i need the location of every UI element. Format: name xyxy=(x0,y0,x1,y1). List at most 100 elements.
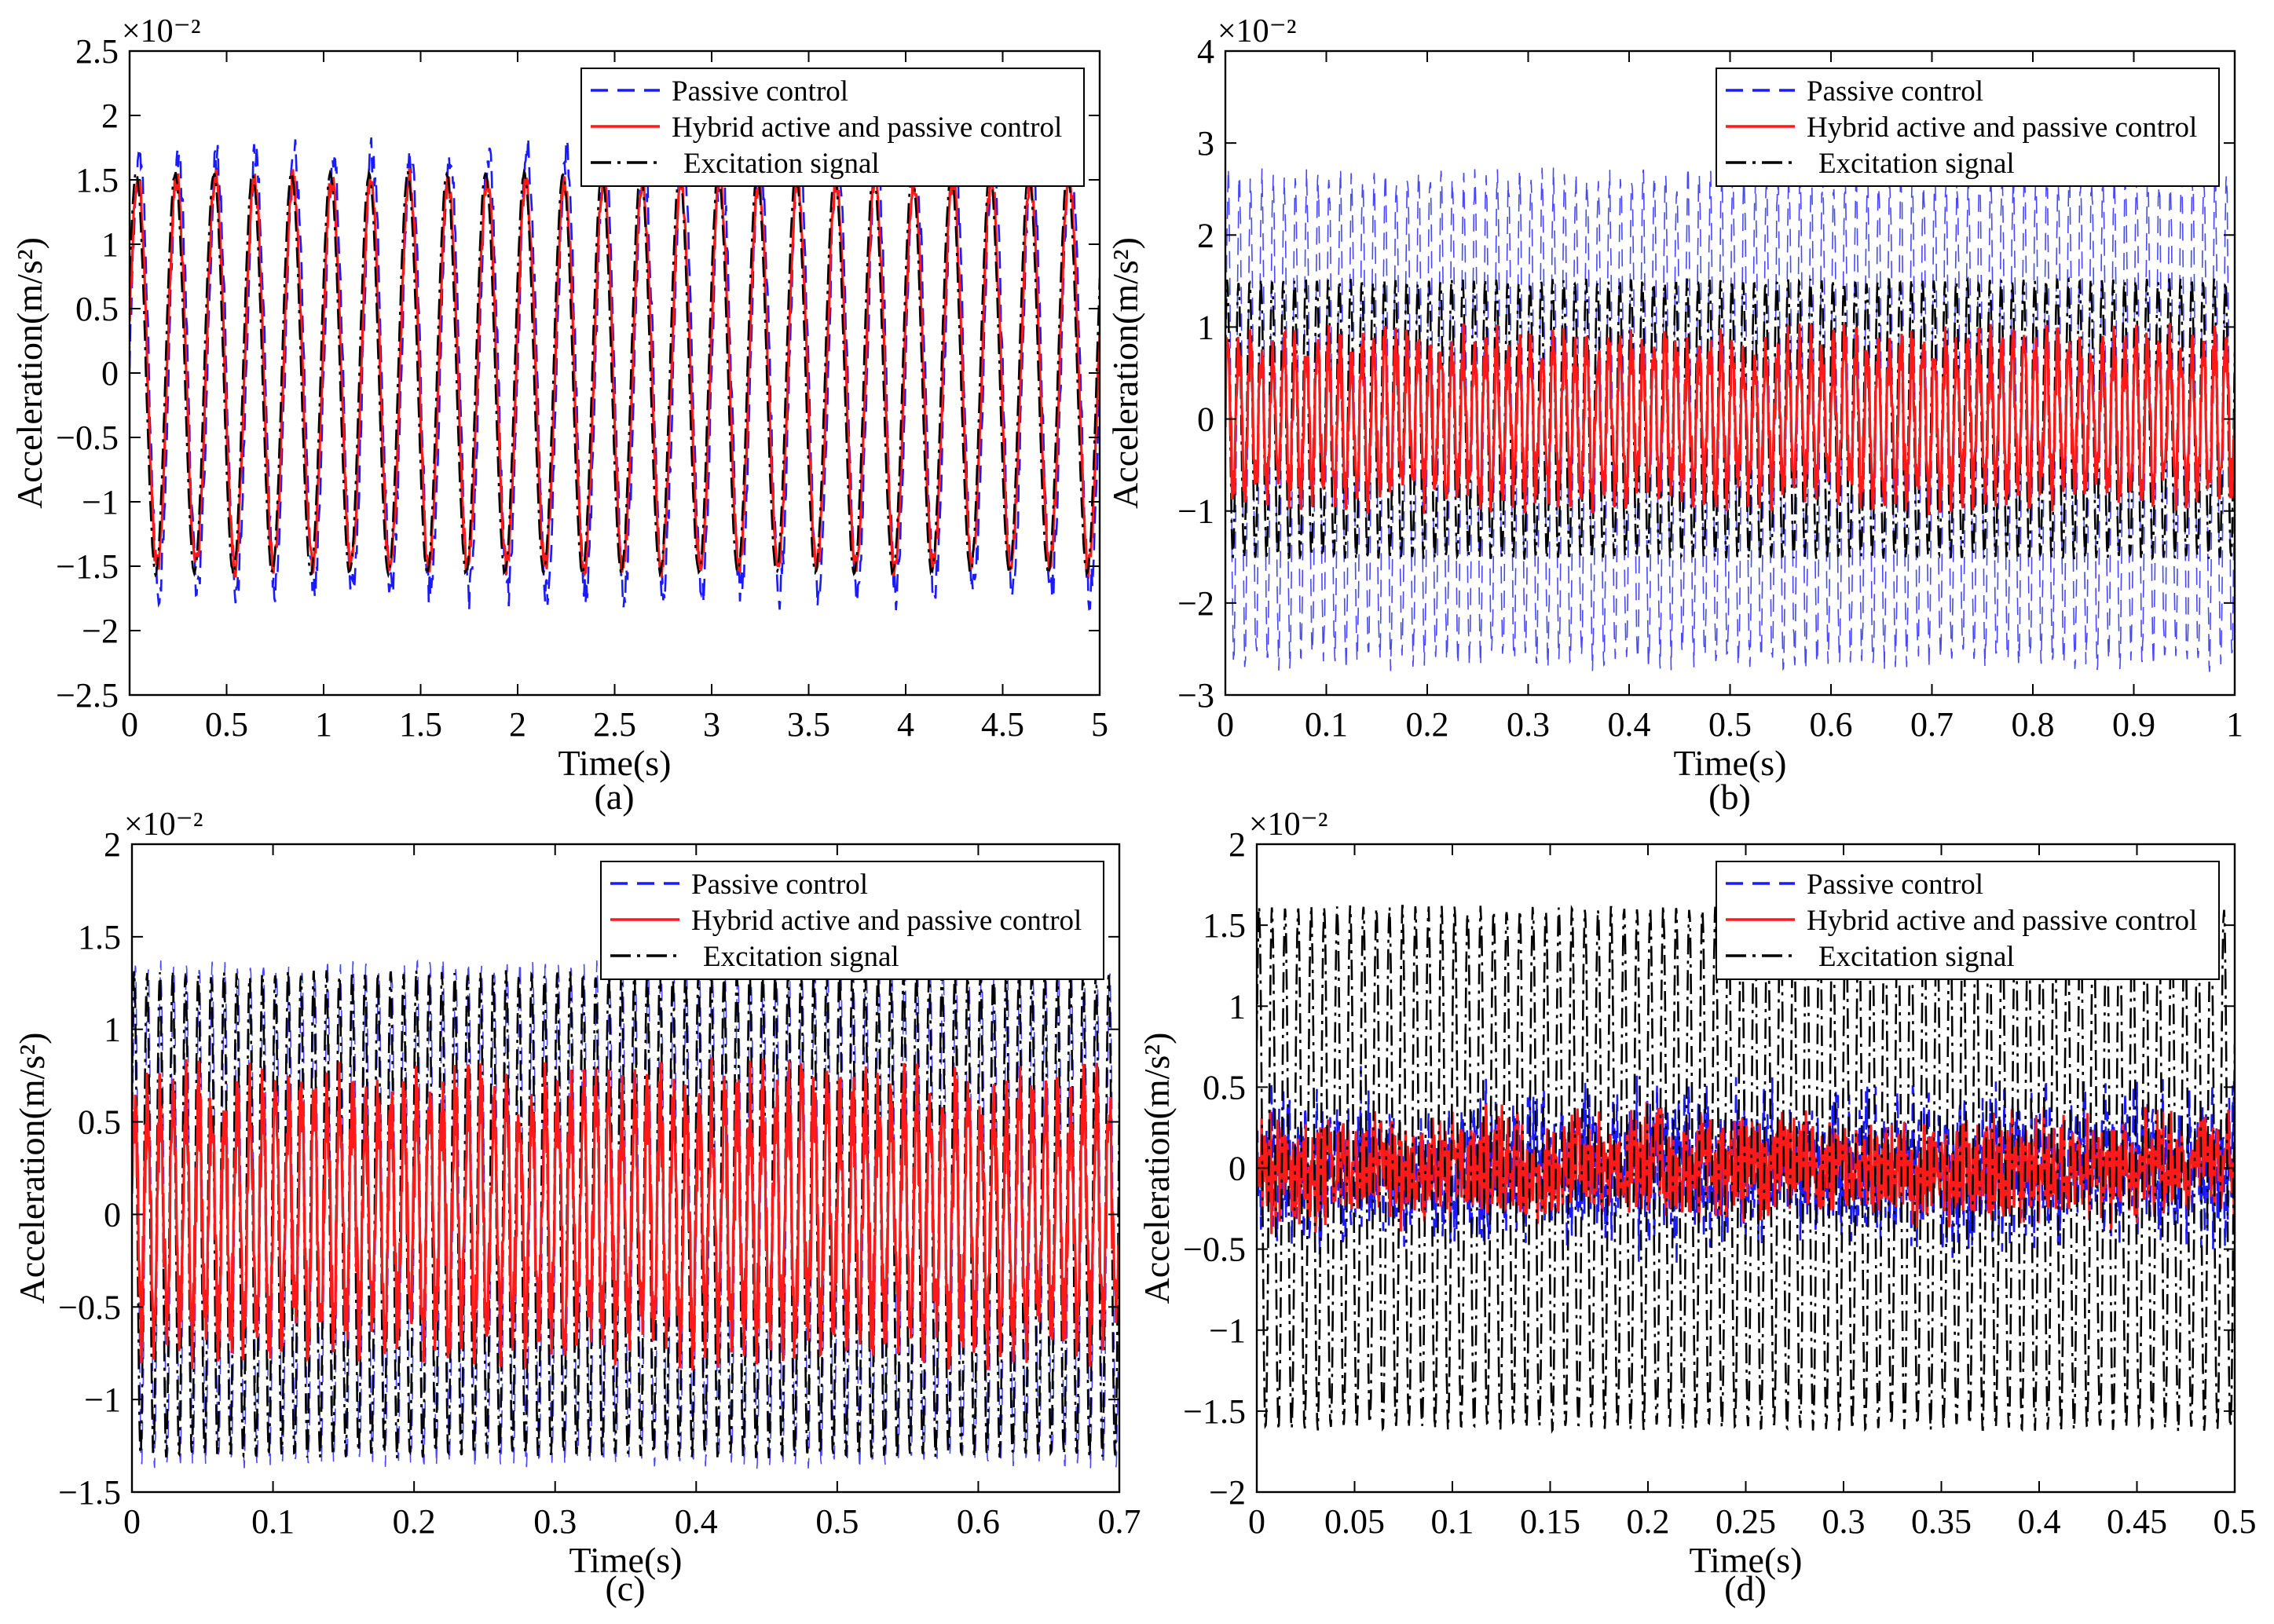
panel-caption: (b) xyxy=(1708,777,1751,817)
panel-caption: (a) xyxy=(594,777,634,817)
chart-panel-b: 0 0.1 0.2 0.3 0.4 0.5 0.6 0.7 0.8 0.9 1 −3 −2 −1 0 1 2 3 4… xyxy=(1105,13,2243,817)
chart-panel-c: 0 0.1 0.2 0.3 0.4 0.5 0.6 0.7 −1.5 −1 −0.5 0 0.5 1 1.5… xyxy=(12,807,1141,1608)
y-axis-label: Acceleration(m/s²) xyxy=(1105,237,1145,509)
x-tick-label: 0.9 xyxy=(2112,705,2155,744)
y-tick-label: 1 xyxy=(1229,987,1246,1026)
legend-entry: Excitation signal xyxy=(703,941,899,973)
y-tick-label: −2 xyxy=(82,612,119,650)
y-tick-label: −2 xyxy=(1177,584,1214,623)
axis-scale-label: ×10⁻² xyxy=(124,807,203,843)
x-tick-label: 2 xyxy=(509,705,526,744)
y-tick-label: 0 xyxy=(104,1195,121,1234)
series-line-hybrid-active-and-passive-control xyxy=(132,1057,1119,1370)
legend-box xyxy=(600,861,1104,980)
x-axis-label: Time(s) xyxy=(1690,1540,1803,1580)
x-tick-label: 0.25 xyxy=(1716,1502,1776,1541)
x-tick-label: 0 xyxy=(1217,705,1234,744)
y-tick-label: −1 xyxy=(84,1381,121,1419)
y-tick-label: −2 xyxy=(1209,1473,1246,1512)
x-tick-label: 5 xyxy=(1091,705,1108,744)
y-tick-label: 4 xyxy=(1197,32,1214,71)
plot-area xyxy=(130,136,1100,611)
legend-entry: Hybrid active and passive control xyxy=(672,112,1062,144)
x-tick-label: 0.3 xyxy=(533,1502,577,1541)
x-tick-label: 0.05 xyxy=(1324,1502,1385,1541)
x-tick-label: 4 xyxy=(897,705,914,744)
legend-entry: Hybrid active and passive control xyxy=(1807,905,2197,937)
y-tick-label: 2 xyxy=(104,825,121,864)
panel-caption: (d) xyxy=(1724,1568,1767,1608)
y-tick-label: 0.5 xyxy=(78,1103,121,1142)
x-tick-label: 0.5 xyxy=(815,1502,859,1541)
x-tick-label: 0.2 xyxy=(1406,705,1449,744)
x-tick-label: 1 xyxy=(315,705,332,744)
legend: Passive control Hybrid active and passive… xyxy=(600,861,1104,980)
y-tick-label: 1 xyxy=(101,225,119,264)
y-tick-label: −1 xyxy=(1177,492,1214,531)
y-tick-label: −1 xyxy=(1209,1311,1246,1350)
x-tick-label: 0.15 xyxy=(1520,1502,1580,1541)
plot-area xyxy=(1225,166,2235,672)
y-tick-label: −3 xyxy=(1177,676,1214,715)
x-axis-label: Time(s) xyxy=(1674,743,1787,783)
x-tick-label: 0 xyxy=(123,1502,141,1541)
legend-entry: Excitation signal xyxy=(1818,941,2015,973)
x-tick-label: 0.4 xyxy=(2018,1502,2061,1541)
y-tick-label: 0 xyxy=(1197,401,1214,439)
y-tick-label: 1.5 xyxy=(78,918,121,956)
y-tick-label: −1.5 xyxy=(1183,1392,1246,1431)
series-line-excitation-signal xyxy=(130,168,1100,579)
axis-scale-label: ×10⁻² xyxy=(122,13,200,49)
y-tick-label: −2.5 xyxy=(56,676,119,715)
y-tick-label: −1.5 xyxy=(56,547,119,586)
y-tick-label: −0.5 xyxy=(56,419,119,457)
y-tick-label: 0.5 xyxy=(1203,1068,1246,1106)
y-tick-label: 2 xyxy=(1229,825,1246,864)
legend-entry: Excitation signal xyxy=(683,148,880,180)
legend: Passive control Hybrid active and passive… xyxy=(1716,68,2220,187)
y-tick-label: 2.5 xyxy=(75,32,119,71)
y-axis-label: Acceleration(m/s²) xyxy=(12,1033,52,1304)
x-tick-label: 0.5 xyxy=(1708,705,1752,744)
series-line-hybrid-active-and-passive-control xyxy=(130,168,1100,580)
x-tick-label: 0.1 xyxy=(1431,1502,1474,1541)
x-axis-label: Time(s) xyxy=(569,1540,683,1580)
x-tick-label: 0.6 xyxy=(957,1502,1000,1541)
y-axis-label: Acceleration(m/s²) xyxy=(9,237,49,509)
y-tick-label: 1.5 xyxy=(1203,906,1246,945)
axis-scale-label: ×10⁻² xyxy=(1249,807,1327,843)
x-tick-label: 0 xyxy=(121,705,138,744)
y-axis-label: Acceleration(m/s²) xyxy=(1137,1033,1177,1304)
legend-entry: Excitation signal xyxy=(1818,148,2015,180)
legend-box xyxy=(1716,861,2220,980)
y-tick-label: −1 xyxy=(82,483,119,521)
y-tick-label: 1 xyxy=(1197,308,1214,346)
legend: Passive control Hybrid active and passive… xyxy=(1716,861,2220,980)
x-tick-label: 0.8 xyxy=(2012,705,2055,744)
axes-frame xyxy=(130,843,1121,1494)
panel-caption: (c) xyxy=(605,1568,645,1608)
x-tick-label: 0.45 xyxy=(2107,1502,2167,1541)
series-line-passive-control xyxy=(130,136,1100,611)
x-tick-label: 3 xyxy=(703,705,720,744)
axis-scale-label: ×10⁻² xyxy=(1218,13,1296,49)
x-axis-label: Time(s) xyxy=(558,743,672,783)
plot-area xyxy=(1257,904,2235,1434)
y-tick-label: 3 xyxy=(1197,124,1214,163)
x-tick-label: 0.5 xyxy=(2214,1502,2257,1541)
y-tick-label: 1 xyxy=(104,1011,121,1049)
x-tick-label: 0.2 xyxy=(1627,1502,1670,1541)
x-tick-label: 0.4 xyxy=(1608,705,1651,744)
legend-entry: Hybrid active and passive control xyxy=(691,905,1082,937)
x-tick-label: 0.4 xyxy=(675,1502,718,1541)
y-tick-label: 2 xyxy=(1197,216,1214,254)
x-tick-label: 0.3 xyxy=(1507,705,1550,744)
x-tick-label: 2.5 xyxy=(593,705,636,744)
y-tick-label: −0.5 xyxy=(1183,1231,1246,1269)
chart-panel-d: 0 0.05 0.1 0.15 0.2 0.25 0.3 0.35 0.4 0.45 0.5 −2 −1… xyxy=(1137,807,2257,1608)
y-tick-label: −0.5 xyxy=(58,1288,121,1326)
y-tick-label: 0 xyxy=(1229,1150,1246,1188)
x-tick-label: 0 xyxy=(1248,1502,1265,1541)
x-tick-label: 0.1 xyxy=(1305,705,1348,744)
x-tick-label: 0.3 xyxy=(1822,1502,1866,1541)
